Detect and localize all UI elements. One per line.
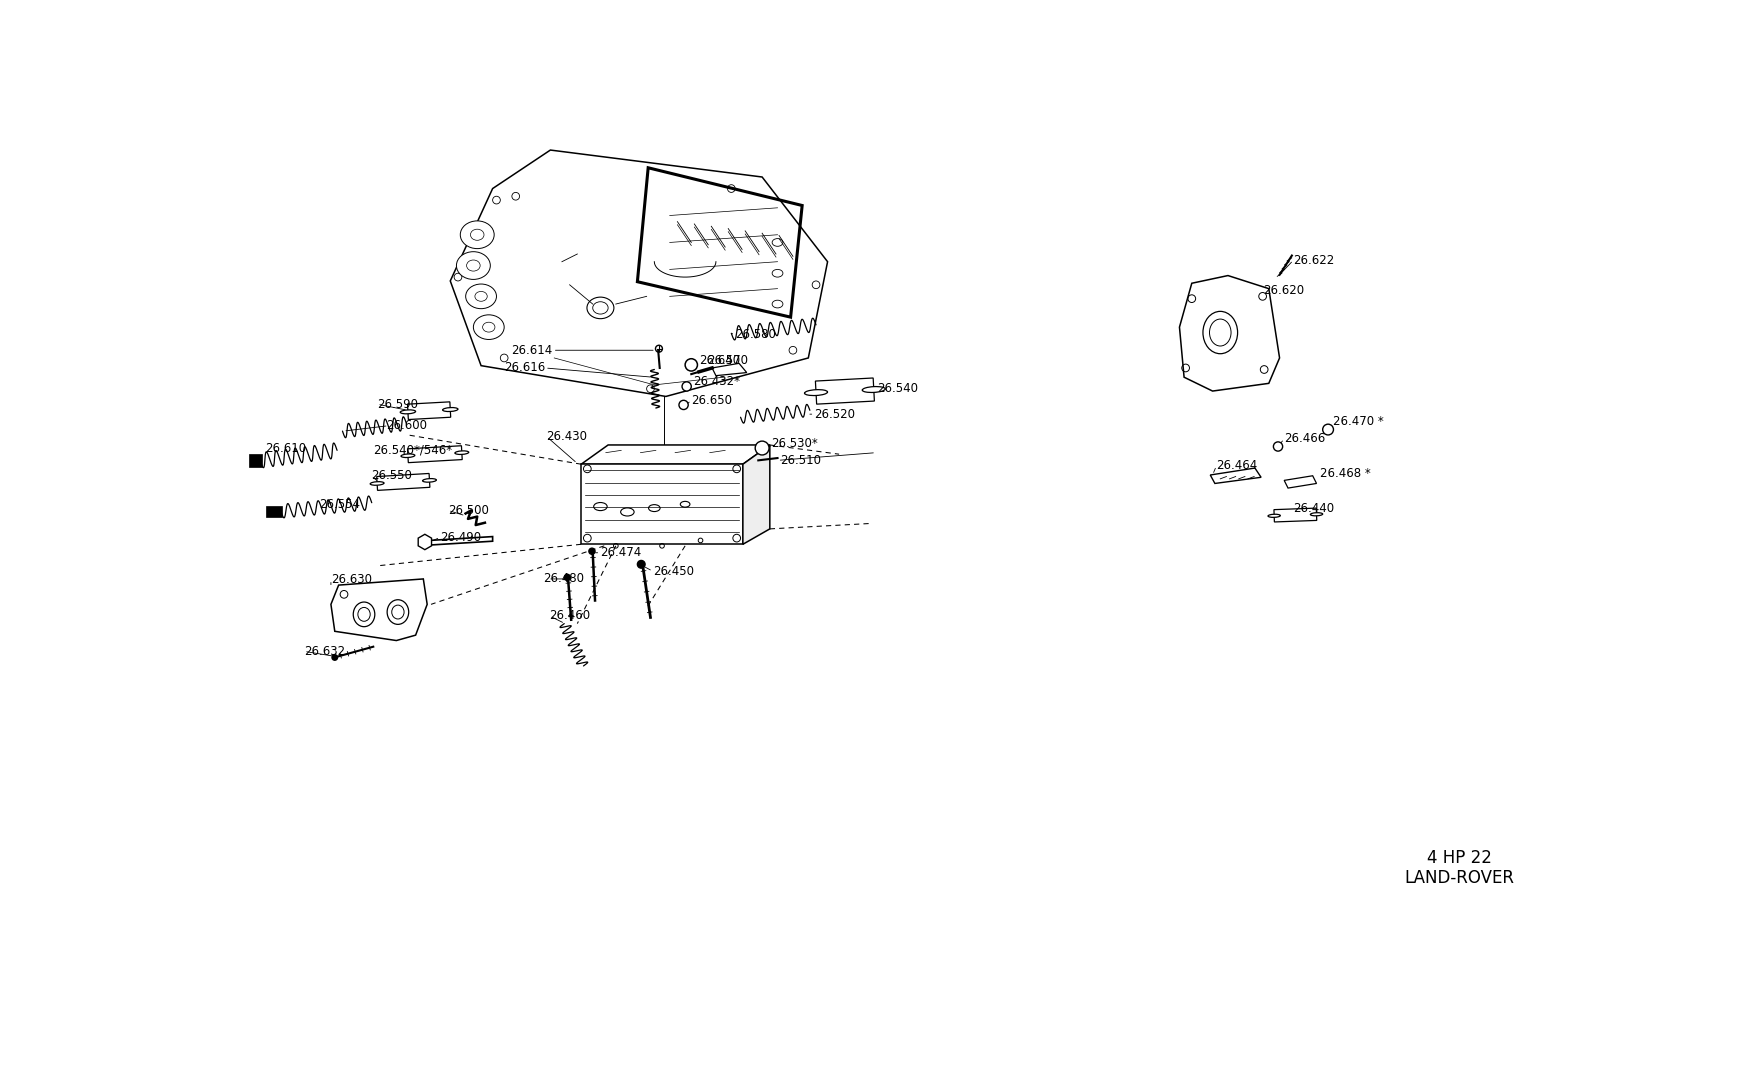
Circle shape: [756, 441, 768, 455]
Circle shape: [637, 560, 646, 568]
Text: 26.460: 26.460: [550, 609, 592, 622]
Ellipse shape: [371, 482, 383, 485]
Text: 26.510: 26.510: [780, 453, 821, 467]
Text: LAND-ROVER: LAND-ROVER: [1404, 869, 1514, 886]
Text: 26.630: 26.630: [331, 573, 373, 586]
Text: 26.622: 26.622: [1293, 254, 1335, 267]
Ellipse shape: [401, 453, 415, 458]
Polygon shape: [581, 464, 744, 544]
Text: 26.490: 26.490: [441, 531, 481, 544]
Text: 26.614: 26.614: [511, 343, 553, 356]
Text: 26.616: 26.616: [504, 362, 544, 375]
Ellipse shape: [473, 315, 504, 339]
Text: 26.500: 26.500: [448, 504, 488, 517]
Text: 26.464: 26.464: [1216, 459, 1258, 472]
Polygon shape: [1211, 468, 1262, 484]
Ellipse shape: [1311, 512, 1323, 516]
Text: 26.610: 26.610: [266, 441, 306, 455]
FancyBboxPatch shape: [248, 455, 262, 467]
Polygon shape: [408, 446, 462, 462]
Circle shape: [679, 400, 688, 410]
Polygon shape: [376, 473, 430, 490]
Circle shape: [564, 574, 570, 581]
Ellipse shape: [863, 387, 886, 392]
Text: 26.470 *: 26.470 *: [1334, 415, 1384, 428]
Text: 26.530*: 26.530*: [772, 437, 817, 450]
Polygon shape: [1180, 276, 1279, 391]
Text: 26.580: 26.580: [735, 328, 775, 341]
Circle shape: [1323, 424, 1334, 435]
Polygon shape: [1274, 508, 1316, 522]
Text: 26.540*/546*: 26.540*/546*: [373, 444, 453, 457]
Text: 26.570: 26.570: [707, 354, 747, 366]
Text: 26.600: 26.600: [387, 420, 427, 433]
Text: 26.550: 26.550: [371, 470, 411, 482]
Ellipse shape: [455, 451, 469, 455]
FancyBboxPatch shape: [266, 506, 282, 518]
Circle shape: [686, 359, 698, 371]
Text: 26.620: 26.620: [1264, 284, 1304, 298]
Polygon shape: [712, 363, 747, 376]
Text: 26.450: 26.450: [653, 565, 693, 578]
Ellipse shape: [805, 389, 828, 396]
Ellipse shape: [1269, 514, 1281, 518]
Text: 26.590: 26.590: [378, 398, 418, 411]
Text: 26.480: 26.480: [542, 572, 584, 585]
Ellipse shape: [401, 410, 415, 414]
Text: 4 HP 22: 4 HP 22: [1426, 849, 1491, 868]
Circle shape: [331, 654, 338, 661]
Polygon shape: [744, 445, 770, 544]
Text: 26.640: 26.640: [698, 354, 740, 366]
Ellipse shape: [457, 252, 490, 279]
Circle shape: [1274, 441, 1283, 451]
Text: 26.474: 26.474: [600, 546, 642, 559]
Text: 26.466: 26.466: [1284, 433, 1325, 446]
Polygon shape: [816, 378, 875, 404]
Text: 26.468 *: 26.468 *: [1321, 467, 1372, 480]
Text: 26.430: 26.430: [546, 429, 588, 443]
Polygon shape: [1284, 475, 1316, 488]
Ellipse shape: [443, 408, 458, 412]
Polygon shape: [450, 150, 828, 397]
Text: 26.554: 26.554: [320, 498, 360, 511]
Polygon shape: [581, 445, 770, 464]
Polygon shape: [331, 579, 427, 641]
Ellipse shape: [422, 479, 436, 482]
Text: 26.432*: 26.432*: [693, 375, 740, 388]
Ellipse shape: [466, 284, 497, 308]
Text: 26.650: 26.650: [691, 393, 731, 407]
Text: 26.632: 26.632: [304, 645, 345, 658]
Polygon shape: [429, 536, 493, 545]
Ellipse shape: [460, 221, 493, 249]
Text: 26.440: 26.440: [1293, 501, 1335, 514]
Text: 26.540: 26.540: [878, 383, 919, 396]
Polygon shape: [719, 460, 763, 473]
Text: 26.520: 26.520: [814, 408, 856, 421]
Circle shape: [682, 382, 691, 391]
Circle shape: [588, 548, 595, 555]
Polygon shape: [408, 402, 452, 420]
